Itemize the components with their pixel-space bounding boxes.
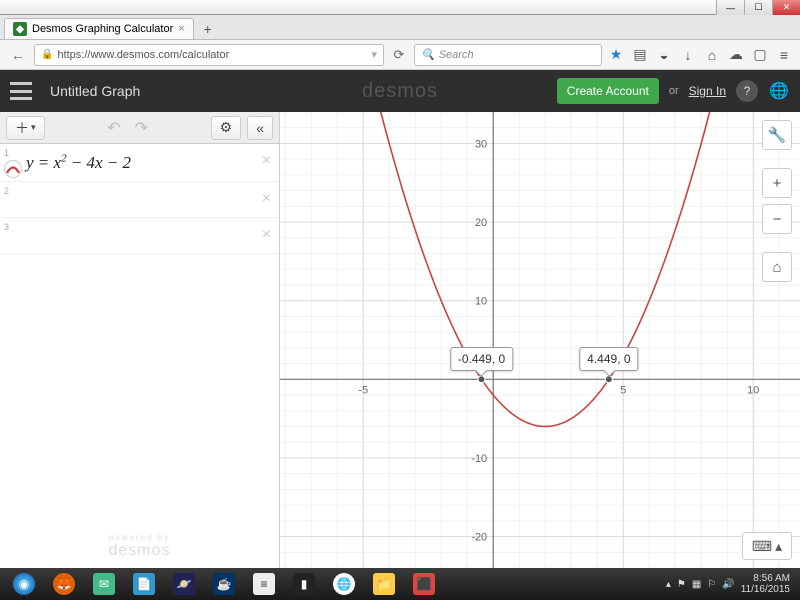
taskbar-item[interactable]: 🪐 — [164, 570, 204, 598]
app-header: Untitled Graph desmos Create Account or … — [0, 70, 800, 112]
tray-icon[interactable]: ▦ — [692, 579, 701, 590]
svg-text:-10: -10 — [471, 453, 487, 465]
svg-text:30: 30 — [475, 138, 487, 150]
url-dropdown-icon[interactable]: ▾ — [371, 48, 377, 61]
expression-index: 3 — [4, 222, 9, 232]
delete-expression-icon[interactable]: × — [262, 226, 271, 244]
window-titlebar: — ☐ ✕ — [0, 0, 800, 15]
browser-toolbar: ← 🔒 https://www.desmos.com/calculator ▾ … — [0, 40, 800, 70]
taskbar-item[interactable]: ≡ — [244, 570, 284, 598]
svg-text:10: 10 — [747, 384, 759, 396]
expression-list: 1×y = x2 − 4x − 22×3× — [0, 144, 279, 568]
svg-text:20: 20 — [475, 217, 487, 229]
svg-text:-5: -5 — [358, 384, 368, 396]
graph-area[interactable]: -5 5 10 -20 -10 10 20 30 🔧 + − ⌂ ⌨ ▴ -0.449, 0 4… — [280, 112, 800, 568]
point-label[interactable]: 4.449, 0 — [579, 347, 638, 371]
desmos-logo: desmos — [362, 80, 438, 103]
tab-close-icon[interactable]: × — [178, 23, 184, 35]
or-text: or — [669, 85, 679, 97]
home-icon[interactable]: ⌂ — [702, 45, 722, 65]
menu-icon[interactable]: ≡ — [774, 45, 794, 65]
sign-in-link[interactable]: Sign In — [689, 84, 726, 98]
language-icon[interactable]: 🌐 — [768, 80, 790, 102]
settings-button[interactable]: ⚙ — [211, 116, 242, 140]
tray-icon[interactable]: ⚐ — [707, 579, 716, 590]
svg-text:5: 5 — [620, 384, 626, 396]
svg-text:10: 10 — [475, 296, 487, 308]
bookmark-star-icon[interactable]: ★ — [606, 45, 626, 65]
taskbar-item[interactable]: ⬛ — [404, 570, 444, 598]
expression-math[interactable]: y = x2 − 4x − 2 — [26, 153, 131, 172]
taskbar-item[interactable]: 📁 — [364, 570, 404, 598]
url-text: https://www.desmos.com/calculator — [57, 49, 229, 61]
windows-taskbar: ◉ 🦊 ✉ 📄 🪐 ☕ ≡ ▮ 🌐 📁 ⬛ ▴ ⚑ ▦ ⚐ 🔊 8:56 AM … — [0, 568, 800, 600]
browser-tab[interactable]: ◆ Desmos Graphing Calculator × — [4, 18, 194, 39]
svg-text:-20: -20 — [471, 532, 487, 544]
keyboard-icon: ⌨ — [752, 538, 772, 555]
expression-index: 1 — [4, 148, 9, 158]
redo-button[interactable]: ↷ — [131, 118, 152, 138]
expression-row[interactable]: 2× — [0, 182, 279, 218]
expression-row[interactable]: 1 × y = x2 − 4x − 2 — [0, 144, 279, 182]
search-placeholder: Search — [439, 49, 474, 61]
window-maximize-button[interactable]: ☐ — [744, 0, 772, 15]
taskbar-item[interactable]: 📄 — [124, 570, 164, 598]
window-minimize-button[interactable]: — — [716, 0, 744, 15]
delete-expression-icon[interactable]: × — [262, 152, 271, 170]
expression-toolbar: ＋▾ ↶ ↷ ⚙ « — [0, 112, 279, 144]
help-icon[interactable]: ? — [736, 80, 758, 102]
pocket-icon[interactable]: ◒ — [654, 45, 674, 65]
zoom-home-button[interactable]: ⌂ — [762, 252, 792, 282]
collapse-panel-button[interactable]: « — [247, 116, 273, 140]
system-tray[interactable]: ▴ ⚑ ▦ ⚐ 🔊 8:56 AM 11/16/2015 — [666, 573, 796, 595]
taskbar-item[interactable]: ▮ — [284, 570, 324, 598]
graph-canvas[interactable]: -5 5 10 -20 -10 10 20 30 — [280, 112, 800, 568]
taskbar-clock[interactable]: 8:56 AM 11/16/2015 — [741, 573, 790, 595]
browser-tabbar: ◆ Desmos Graphing Calculator × + — [0, 15, 800, 40]
zoom-in-button[interactable]: + — [762, 168, 792, 198]
tray-icon[interactable]: ⚑ — [677, 579, 686, 590]
taskbar-item[interactable]: ☕ — [204, 570, 244, 598]
app-content: ＋▾ ↶ ↷ ⚙ « 1×y = x2 − 4x − 22×3× powered… — [0, 112, 800, 568]
new-tab-button[interactable]: + — [197, 19, 219, 39]
tray-icon[interactable]: ▴ — [666, 579, 671, 590]
lock-icon: 🔒 — [41, 49, 53, 60]
delete-expression-icon[interactable]: × — [262, 190, 271, 208]
address-bar[interactable]: 🔒 https://www.desmos.com/calculator ▾ — [34, 44, 384, 66]
undo-button[interactable]: ↶ — [103, 118, 124, 138]
expression-row[interactable]: 3× — [0, 218, 279, 254]
reload-button[interactable]: ⟳ — [388, 47, 410, 63]
chevron-up-icon: ▴ — [775, 538, 782, 555]
taskbar-item[interactable]: 🦊 — [44, 570, 84, 598]
expression-index: 2 — [4, 186, 9, 196]
hamburger-menu-icon[interactable] — [10, 82, 32, 100]
downloads-icon[interactable]: ↓ — [678, 45, 698, 65]
zoom-out-button[interactable]: − — [762, 204, 792, 234]
taskbar-item[interactable]: 🌐 — [324, 570, 364, 598]
search-bar[interactable]: 🔍 Search — [414, 44, 602, 66]
back-button[interactable]: ← — [6, 44, 30, 66]
powered-by-label: powered by desmos — [0, 533, 279, 560]
start-button[interactable]: ◉ — [4, 570, 44, 598]
expression-color-chip[interactable] — [4, 160, 22, 178]
window-close-button[interactable]: ✕ — [772, 0, 800, 15]
wrench-settings-button[interactable]: 🔧 — [762, 120, 792, 150]
add-expression-button[interactable]: ＋▾ — [6, 116, 45, 140]
graph-title[interactable]: Untitled Graph — [50, 83, 140, 99]
sync-icon[interactable]: ☁ — [726, 45, 746, 65]
point-label[interactable]: -0.449, 0 — [450, 347, 513, 371]
tray-icon[interactable]: 🔊 — [722, 579, 734, 590]
taskbar-item[interactable]: ✉ — [84, 570, 124, 598]
desmos-favicon-icon: ◆ — [13, 22, 27, 36]
create-account-button[interactable]: Create Account — [557, 78, 659, 104]
addon-icon[interactable]: ▢ — [750, 45, 770, 65]
expression-panel: ＋▾ ↶ ↷ ⚙ « 1×y = x2 − 4x − 22×3× powered… — [0, 112, 280, 568]
tab-title: Desmos Graphing Calculator — [32, 23, 173, 35]
reader-icon[interactable]: ▤ — [630, 45, 650, 65]
keyboard-toggle-button[interactable]: ⌨ ▴ — [742, 532, 792, 560]
search-icon: 🔍 — [421, 48, 435, 61]
